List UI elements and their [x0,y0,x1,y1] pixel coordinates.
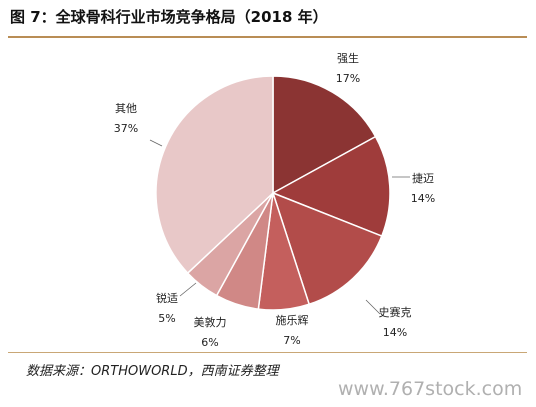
source-rule [8,352,527,353]
slice-percent-label: 17% [336,72,360,85]
slice-name-label: 锐适 [156,291,178,305]
leader-line [149,139,163,147]
watermark: www.767stock.com [338,378,523,400]
slice-name-label: 强生 [337,51,359,65]
pie-slice [155,75,274,275]
slice-percent-label: 6% [201,336,218,349]
pie-slice [272,75,377,195]
slice-percent-label: 7% [283,334,300,347]
slice-name-label: 施乐辉 [276,314,309,327]
leader-line [179,282,197,297]
slice-name-label: 美敦力 [194,315,227,329]
pie-slice [271,135,391,238]
slice-name-label: 其他 [115,102,137,115]
slice-percent-label: 14% [383,326,407,339]
pie-chart: 强生 17% 捷迈 14% 史赛克 14% 施乐辉 7% 美敦力 6% 锐适 5% 其他 37% [114,51,435,349]
slice-percent-label: 37% [114,122,138,135]
figure-title: 图 7：全球骨科行业市场竞争格局（2018 年） [10,8,328,26]
title-rule [8,36,527,38]
slice-name-label: 史赛克 [379,305,412,319]
source-note: 数据来源：ORTHOWORLD，西南证券整理 [26,364,279,379]
slice-percent-label: 5% [158,312,175,325]
slice-name-label: 捷迈 [412,171,434,185]
leader-line [365,299,381,315]
slice-percent-label: 14% [411,192,435,205]
